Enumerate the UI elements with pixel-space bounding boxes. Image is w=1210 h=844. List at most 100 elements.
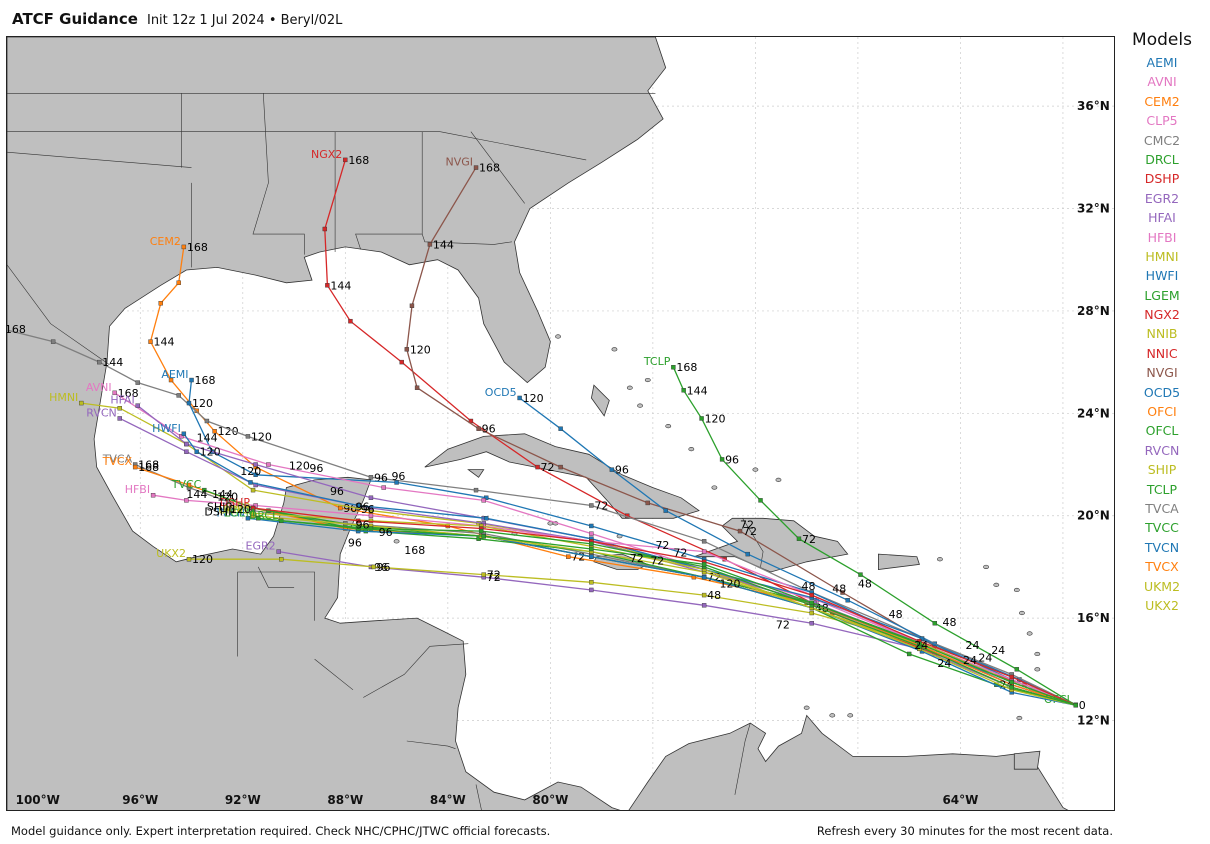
track-point (1009, 685, 1014, 690)
map-canvas[interactable]: 72144168NGX27296120144168NVGI96120OCD572… (7, 37, 1114, 810)
track-point (394, 480, 399, 485)
track-point (719, 457, 725, 462)
small-island (665, 424, 672, 429)
track-point (184, 449, 189, 454)
track-point (663, 508, 668, 513)
forecast-hour-label: 24 (914, 639, 928, 652)
forecast-hour-label: 120 (410, 343, 431, 356)
latitude-label: 20°N (1077, 509, 1110, 523)
forecast-hour-label: 144 (102, 356, 123, 369)
track-point (484, 495, 489, 500)
forecast-hour-label: 168 (7, 323, 26, 336)
longitude-label: 92°W (225, 793, 261, 807)
forecast-hour-label: 168 (187, 241, 208, 254)
track-point (337, 505, 343, 511)
refresh-note: Refresh every 30 minutes for the most re… (816, 824, 1113, 838)
track-point (809, 621, 814, 626)
track-point (248, 480, 253, 485)
forecast-hour-label: 144 (186, 488, 207, 501)
legend-item-nvgi: NVGI (1146, 365, 1178, 381)
border-line (475, 784, 482, 810)
small-island (983, 564, 989, 570)
track-point (589, 546, 594, 552)
track-name-label: CEM2 (150, 235, 181, 248)
forecast-hour-label: 168 (348, 154, 369, 167)
legend-item-tvca: TVCA (1145, 500, 1179, 516)
legend-item-aemi: AEMI (1146, 55, 1178, 70)
forecast-hour-label: 96 (391, 470, 405, 483)
forecast-hour-label: DSHP (204, 506, 235, 519)
track-point (796, 536, 802, 541)
forecast-hour-label: 24 (978, 652, 992, 665)
forecast-hour-label: 24 (963, 654, 977, 667)
forecast-hour-label: 72 (487, 571, 501, 584)
andros-island (590, 384, 610, 417)
track-point (558, 464, 563, 470)
forecast-hour-label: 48 (707, 589, 721, 602)
small-island (1026, 631, 1033, 636)
border-line (440, 131, 587, 161)
track-point (701, 574, 707, 580)
track-point (701, 562, 707, 567)
track-point (135, 403, 140, 408)
track-tvcn: TVCN (214, 506, 1078, 708)
legend-item-hfai: HFAI (1148, 210, 1176, 226)
forecast-hour-label: 96 (361, 503, 375, 516)
track-point (404, 347, 410, 352)
track-point (368, 505, 374, 511)
forecast-hour-label: 120 (217, 490, 238, 503)
legend-item-lgem: LGEM (1144, 287, 1180, 303)
track-point (917, 641, 922, 646)
track-point (186, 400, 192, 406)
longitude-label: 88°W (327, 793, 363, 807)
track-point (671, 365, 676, 370)
track-point (919, 636, 925, 641)
track-point (589, 523, 594, 529)
land-masses (7, 37, 1069, 810)
forecast-hour-label: 120 (192, 553, 213, 566)
forecast-hour-label: 24 (937, 657, 951, 670)
border-line (257, 566, 295, 588)
track-point (427, 242, 433, 247)
legend-item-ofcl: OFCL (1145, 423, 1179, 439)
track-point (701, 549, 707, 554)
track-point (906, 651, 912, 657)
track-point (184, 498, 189, 503)
track-name-label: TVCC (171, 478, 202, 491)
forecast-hour-label: 120 (230, 503, 251, 516)
forecast-hour-label: 168 (138, 461, 159, 474)
track-point (325, 283, 330, 288)
border-line (252, 93, 305, 255)
forecast-hour-label: 72 (776, 618, 790, 631)
track-point (322, 226, 328, 232)
track-point (535, 464, 540, 470)
forecast-hour-label: 96 (330, 485, 344, 498)
track-point (266, 462, 271, 467)
track-point (181, 431, 187, 436)
forecast-hour-label: 24 (966, 639, 980, 652)
track-point (355, 518, 361, 524)
legend-item-nnic: NNIC (1146, 345, 1178, 361)
track-name-label: DSHP (220, 496, 251, 509)
map-panel[interactable]: 72 144 168 NGX2 72 96 120 144 168 NVGI 96 120 OCD5 72… (6, 36, 1115, 811)
track-point (50, 339, 56, 344)
forecast-hour-label: 168 (138, 459, 159, 472)
small-island (644, 377, 651, 383)
forecast-hour-label: 96 (356, 519, 370, 532)
forecast-hour-label: 120 (218, 425, 239, 438)
track-point (409, 303, 415, 308)
forecast-hour-label: 72 (673, 547, 687, 560)
longitude-label: 80°W (532, 793, 568, 807)
track-point (148, 339, 153, 344)
forecast-hour-label: 96 (343, 502, 357, 515)
border-line (470, 131, 525, 204)
track-point (478, 528, 484, 534)
track-point (589, 580, 594, 585)
track-point (348, 318, 353, 324)
track-point (97, 359, 102, 365)
trinidad-island (1013, 750, 1041, 770)
track-point (481, 534, 486, 539)
forecast-hour-label: 72 (650, 554, 664, 567)
small-island (775, 477, 782, 482)
track-point (253, 462, 258, 467)
